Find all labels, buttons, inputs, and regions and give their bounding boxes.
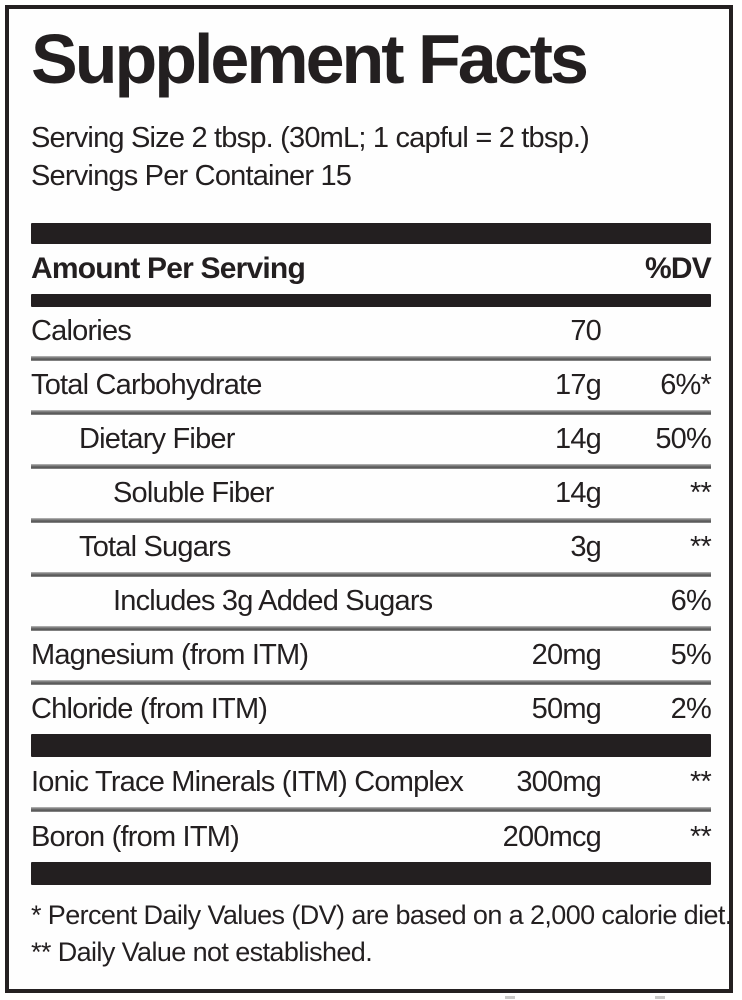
nutrient-amount: 3g xyxy=(570,531,601,563)
table-row-boron: Boron (from ITM) 200mcg ** xyxy=(31,812,712,862)
servings-per-container-text: Servings Per Container 15 xyxy=(31,160,352,192)
amount-per-serving-header: Amount Per Serving xyxy=(31,252,306,285)
nutrient-name: Magnesium (from ITM) xyxy=(31,639,309,671)
nutrient-name: Dietary Fiber xyxy=(79,423,235,455)
nutrient-amount: 50mg xyxy=(531,693,602,725)
table-row-calories: Calories 70 xyxy=(31,307,711,356)
row-separator xyxy=(31,680,711,685)
panel-title: Supplement Facts xyxy=(31,20,589,98)
scan-artifact xyxy=(505,996,515,999)
thick-divider-bar xyxy=(31,223,711,244)
nutrient-amount: 14g xyxy=(555,477,602,509)
table-row-ionic-trace-minerals: Ionic Trace Minerals (ITM) Complex 300mg… xyxy=(31,757,712,807)
row-separator xyxy=(31,410,711,415)
nutrient-amount: 200mcg xyxy=(502,820,602,853)
table-row-soluble-fiber: Soluble Fiber 14g ** xyxy=(31,469,712,518)
nutrient-dv: 2% xyxy=(670,693,712,725)
nutrient-name: Includes 3g Added Sugars xyxy=(113,585,433,617)
nutrient-amount: 70 xyxy=(570,315,601,347)
nutrient-name: Soluble Fiber xyxy=(113,477,274,509)
row-separator xyxy=(31,356,711,361)
thick-divider-bar xyxy=(31,734,711,757)
row-separator xyxy=(31,464,711,469)
nutrient-dv: ** xyxy=(690,477,712,509)
nutrient-name: Ionic Trace Minerals (ITM) Complex xyxy=(31,765,464,798)
nutrient-amount: 17g xyxy=(555,369,602,401)
table-header-row: Amount Per Serving %DV xyxy=(31,244,712,294)
thick-divider-bar xyxy=(31,862,711,885)
percent-dv-header: %DV xyxy=(645,252,712,285)
nutrient-dv: 6% xyxy=(670,585,712,617)
nutrient-dv: 6%* xyxy=(660,369,712,401)
scan-artifact xyxy=(655,996,665,999)
nutrient-dv: ** xyxy=(690,820,712,853)
nutrient-name: Calories xyxy=(31,315,132,347)
row-separator xyxy=(31,626,711,631)
row-separator xyxy=(31,572,711,577)
footnotes-section: * Percent Daily Values (DV) are based on… xyxy=(31,897,732,971)
row-separator xyxy=(31,807,711,812)
supplement-facts-panel: Supplement Facts Serving Size 2 tbsp. (3… xyxy=(5,5,733,993)
medium-divider-bar xyxy=(31,294,711,307)
table-row-magnesium: Magnesium (from ITM) 20mg 5% xyxy=(31,631,712,680)
nutrient-name: Boron (from ITM) xyxy=(31,820,240,853)
table-row-total-carbohydrate: Total Carbohydrate 17g 6%* xyxy=(31,361,712,410)
nutrient-dv: 50% xyxy=(655,423,711,455)
nutrient-name: Total Carbohydrate xyxy=(31,369,262,401)
nutrient-name: Total Sugars xyxy=(79,531,231,563)
row-separator xyxy=(31,518,711,523)
serving-info: Serving Size 2 tbsp. (30mL; 1 capful = 2… xyxy=(31,119,711,195)
table-row-chloride: Chloride (from ITM) 50mg 2% xyxy=(31,685,712,734)
serving-size-text: Serving Size 2 tbsp. (30mL; 1 capful = 2… xyxy=(31,122,590,154)
nutrient-name: Chloride (from ITM) xyxy=(31,693,268,725)
nutrient-amount: 20mg xyxy=(531,639,602,671)
nutrient-amount: 14g xyxy=(555,423,602,455)
table-row-dietary-fiber: Dietary Fiber 14g 50% xyxy=(31,415,712,464)
nutrient-dv: 5% xyxy=(670,639,712,671)
footnote-dv-not-established: ** Daily Value not established. xyxy=(31,937,373,967)
table-row-added-sugars: Includes 3g Added Sugars 6% xyxy=(31,577,712,626)
nutrient-dv: ** xyxy=(690,765,712,798)
footnote-percent-dv: * Percent Daily Values (DV) are based on… xyxy=(31,900,732,930)
table-row-total-sugars: Total Sugars 3g ** xyxy=(31,523,712,572)
nutrient-dv: ** xyxy=(690,531,712,563)
nutrient-amount: 300mg xyxy=(516,765,601,798)
